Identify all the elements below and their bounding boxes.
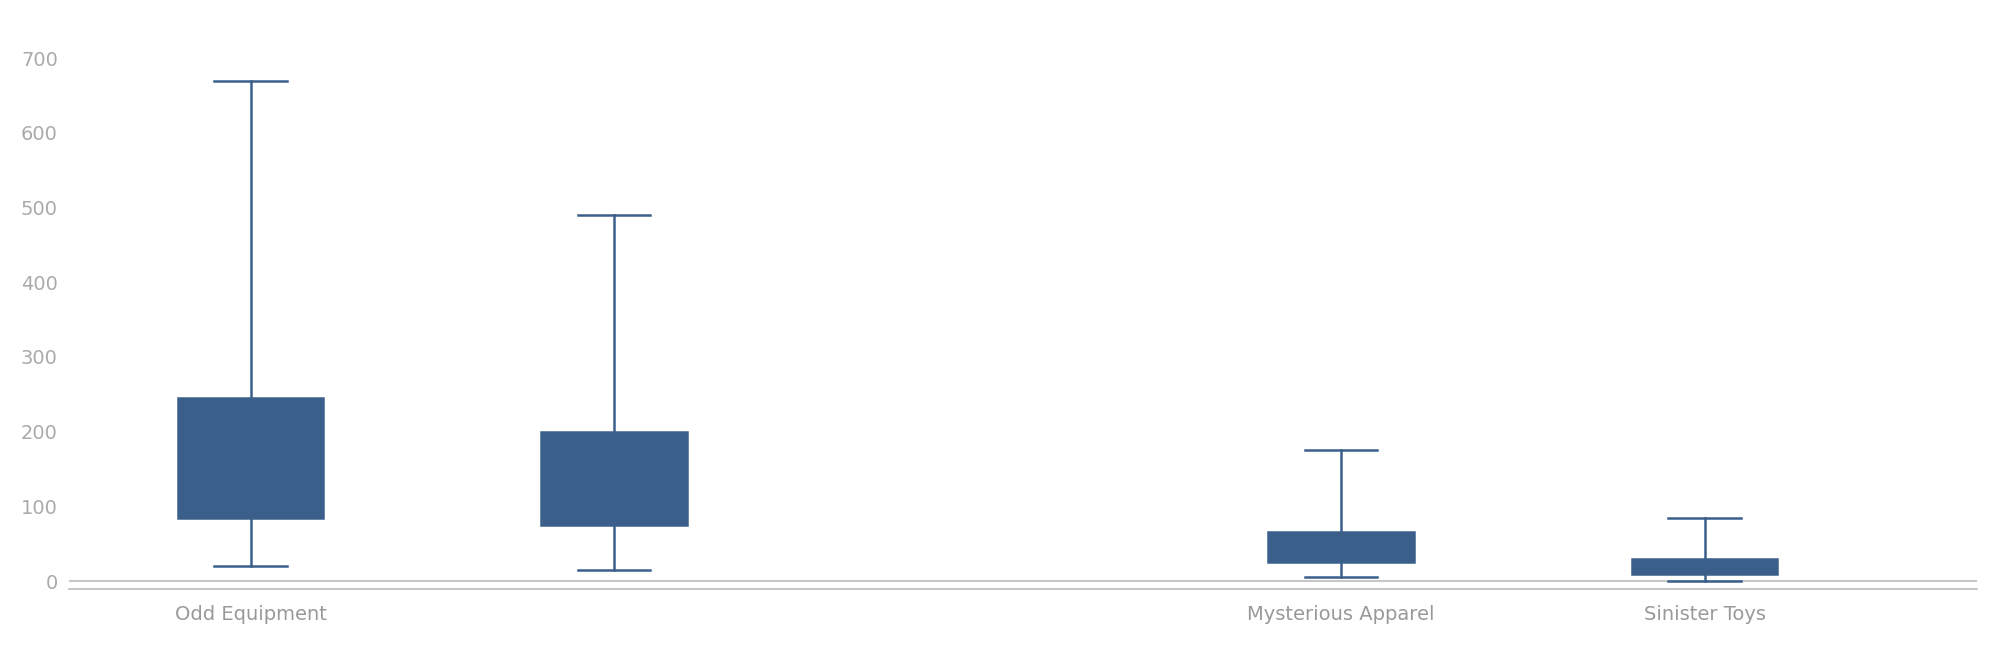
PathPatch shape	[178, 398, 324, 517]
PathPatch shape	[1269, 533, 1415, 562]
PathPatch shape	[1632, 559, 1778, 573]
PathPatch shape	[541, 432, 687, 525]
